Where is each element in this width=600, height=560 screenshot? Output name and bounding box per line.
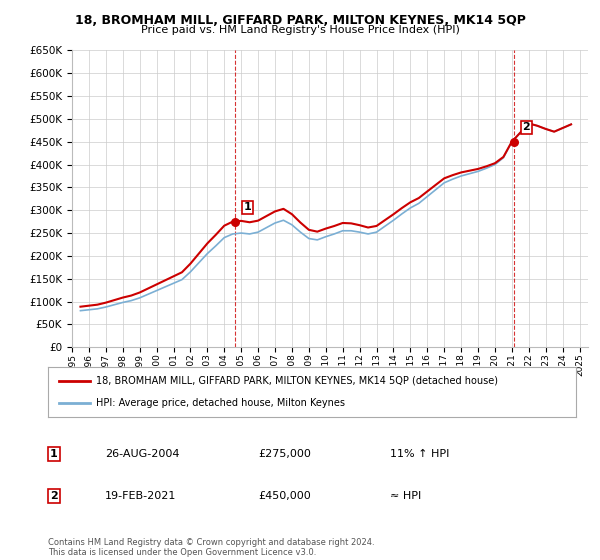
- Text: 26-AUG-2004: 26-AUG-2004: [105, 449, 179, 459]
- Text: Price paid vs. HM Land Registry's House Price Index (HPI): Price paid vs. HM Land Registry's House …: [140, 25, 460, 35]
- Text: £275,000: £275,000: [258, 449, 311, 459]
- Point: [230, 217, 240, 226]
- Text: 11% ↑ HPI: 11% ↑ HPI: [390, 449, 449, 459]
- Text: 1: 1: [244, 202, 251, 212]
- Text: 2: 2: [523, 122, 530, 132]
- Text: 2: 2: [50, 491, 58, 501]
- Text: 19-FEB-2021: 19-FEB-2021: [105, 491, 176, 501]
- Point: [509, 137, 518, 146]
- Text: ≈ HPI: ≈ HPI: [390, 491, 421, 501]
- Text: 18, BROMHAM MILL, GIFFARD PARK, MILTON KEYNES, MK14 5QP (detached house): 18, BROMHAM MILL, GIFFARD PARK, MILTON K…: [95, 376, 497, 386]
- Text: 1: 1: [50, 449, 58, 459]
- Text: HPI: Average price, detached house, Milton Keynes: HPI: Average price, detached house, Milt…: [95, 398, 344, 408]
- Text: 18, BROMHAM MILL, GIFFARD PARK, MILTON KEYNES, MK14 5QP: 18, BROMHAM MILL, GIFFARD PARK, MILTON K…: [74, 14, 526, 27]
- Text: £450,000: £450,000: [258, 491, 311, 501]
- Text: Contains HM Land Registry data © Crown copyright and database right 2024.
This d: Contains HM Land Registry data © Crown c…: [48, 538, 374, 557]
